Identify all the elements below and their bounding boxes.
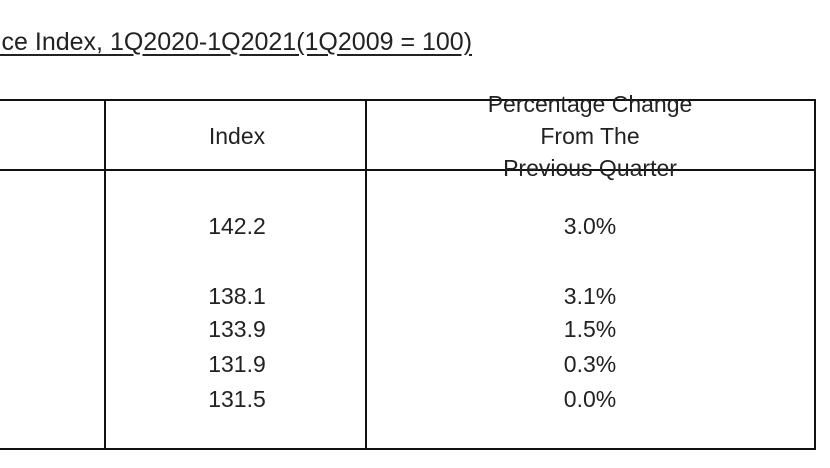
header-divider (0, 169, 816, 171)
column-header: Index (208, 123, 266, 149)
table-cell: 0.0% (563, 386, 617, 412)
table-cell: 138.1 (208, 283, 266, 309)
table-cell: 0.3% (563, 351, 617, 377)
table-cell: 1.5% (563, 316, 617, 342)
table-border-right (814, 99, 816, 450)
table-border-bottom (0, 448, 816, 450)
table-cell: 3.1% (563, 283, 617, 309)
column-divider (365, 99, 367, 450)
title: ice Index, 1Q2020-1Q2021(1Q2009 = 100) (0, 28, 473, 56)
table-border-top (0, 99, 816, 101)
table-cell: 131.5 (208, 386, 266, 412)
column-divider (104, 99, 106, 450)
table-cell: 3.0% (563, 213, 617, 239)
table-cell: 142.2 (208, 213, 266, 239)
table-cell: 133.9 (208, 316, 266, 342)
column-header: Percentage Change From The Previous Quar… (487, 91, 693, 181)
table-cell: 131.9 (208, 351, 266, 377)
